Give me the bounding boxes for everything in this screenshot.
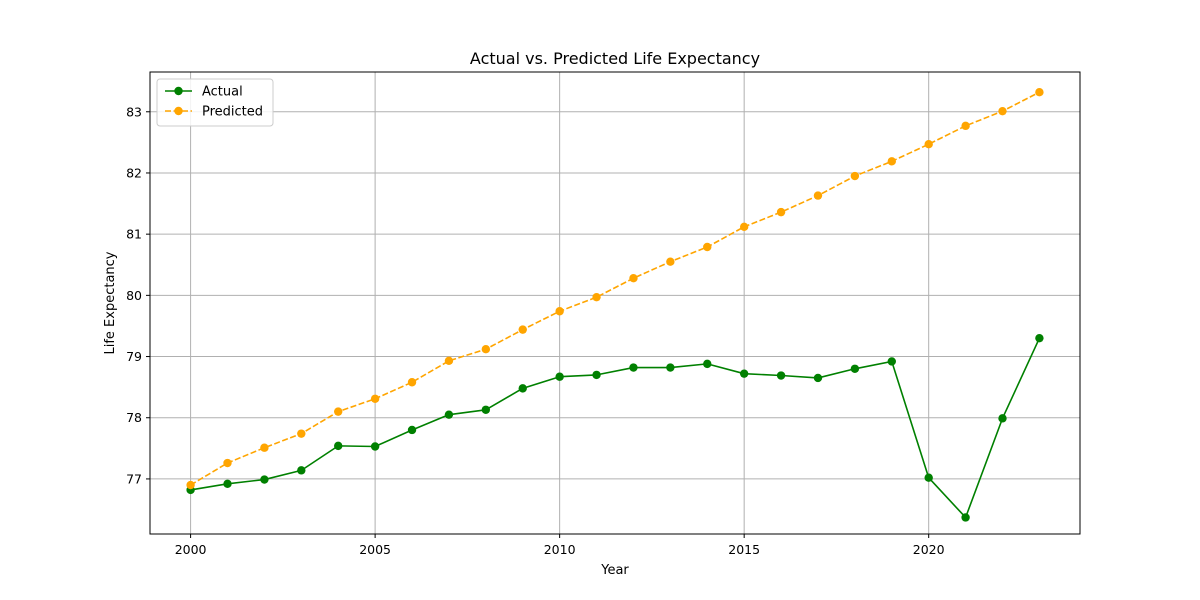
chart-title: Actual vs. Predicted Life Expectancy bbox=[470, 49, 760, 68]
y-tick-label: 80 bbox=[126, 288, 142, 303]
y-tick-label: 77 bbox=[126, 471, 142, 486]
y-tick-label: 81 bbox=[126, 227, 142, 242]
data-point-predicted bbox=[481, 345, 491, 354]
data-point-predicted bbox=[186, 480, 195, 490]
data-point-predicted bbox=[518, 325, 527, 334]
data-point-actual bbox=[555, 372, 564, 381]
data-point-predicted bbox=[629, 274, 638, 283]
y-tick-label: 78 bbox=[126, 410, 142, 425]
data-point-predicted bbox=[555, 307, 564, 316]
x-tick-label: 2000 bbox=[175, 542, 207, 557]
data-point-predicted bbox=[370, 394, 380, 403]
data-point-predicted bbox=[444, 356, 454, 366]
data-point-predicted bbox=[887, 157, 896, 166]
data-point-predicted bbox=[334, 407, 343, 416]
data-point-actual bbox=[370, 442, 380, 451]
legend-label-actual: Actual bbox=[202, 85, 243, 100]
legend-label-predicted: Predicted bbox=[202, 105, 263, 120]
data-point-actual bbox=[260, 475, 269, 484]
y-tick-label: 79 bbox=[126, 349, 142, 364]
data-point-actual bbox=[776, 371, 786, 380]
legend-marker-actual bbox=[174, 86, 183, 96]
data-point-actual bbox=[703, 359, 712, 369]
data-point-predicted bbox=[223, 458, 232, 468]
data-point-actual bbox=[1035, 333, 1044, 343]
series-layer bbox=[186, 87, 1044, 522]
x-tick-label: 2015 bbox=[728, 542, 760, 557]
x-tick-label: 2010 bbox=[544, 542, 576, 557]
data-point-actual bbox=[407, 425, 417, 435]
data-point-actual bbox=[518, 384, 527, 393]
data-point-actual bbox=[666, 363, 675, 372]
data-point-actual bbox=[739, 369, 749, 378]
data-point-predicted bbox=[297, 429, 306, 438]
legend-marker-predicted bbox=[174, 106, 183, 116]
data-point-actual bbox=[592, 370, 601, 380]
x-tick-label: 2005 bbox=[359, 542, 391, 557]
data-point-actual bbox=[223, 479, 232, 489]
data-point-actual bbox=[444, 410, 454, 419]
data-point-predicted bbox=[998, 106, 1007, 116]
data-point-predicted bbox=[703, 242, 712, 252]
y-axis-label: Life Expectancy bbox=[103, 251, 118, 354]
data-point-predicted bbox=[407, 378, 417, 387]
data-point-actual bbox=[334, 441, 343, 451]
data-point-predicted bbox=[776, 207, 786, 217]
x-axis-label: Year bbox=[600, 563, 629, 578]
series-line-predicted bbox=[190, 91, 1040, 486]
data-point-actual bbox=[813, 373, 823, 383]
data-point-actual bbox=[850, 364, 860, 373]
data-point-actual bbox=[481, 405, 491, 414]
y-axis: 77 78 79 80 81 82 83 bbox=[126, 104, 150, 486]
series-line-actual bbox=[190, 337, 1041, 519]
data-point-predicted bbox=[666, 257, 675, 266]
data-point-predicted bbox=[592, 292, 601, 302]
data-point-actual bbox=[998, 414, 1007, 423]
data-point-actual bbox=[924, 473, 933, 482]
data-point-predicted bbox=[850, 171, 860, 181]
data-point-predicted bbox=[924, 140, 933, 149]
y-tick-label: 82 bbox=[126, 165, 142, 180]
data-point-predicted bbox=[739, 222, 749, 232]
data-point-actual bbox=[961, 513, 970, 522]
data-point-predicted bbox=[260, 443, 269, 452]
legend: Actual Predicted bbox=[156, 78, 274, 127]
x-axis: 2000 2005 2010 2015 2020 bbox=[175, 534, 945, 557]
data-point-actual bbox=[629, 363, 638, 372]
data-point-actual bbox=[887, 357, 896, 366]
plot-frame bbox=[149, 71, 1081, 535]
data-point-actual bbox=[297, 466, 306, 475]
data-point-predicted bbox=[961, 121, 970, 131]
grid bbox=[150, 72, 1080, 534]
data-point-predicted bbox=[813, 191, 823, 200]
y-tick-label: 83 bbox=[126, 104, 142, 119]
data-point-predicted bbox=[1035, 87, 1044, 97]
x-tick-label: 2020 bbox=[913, 542, 945, 557]
